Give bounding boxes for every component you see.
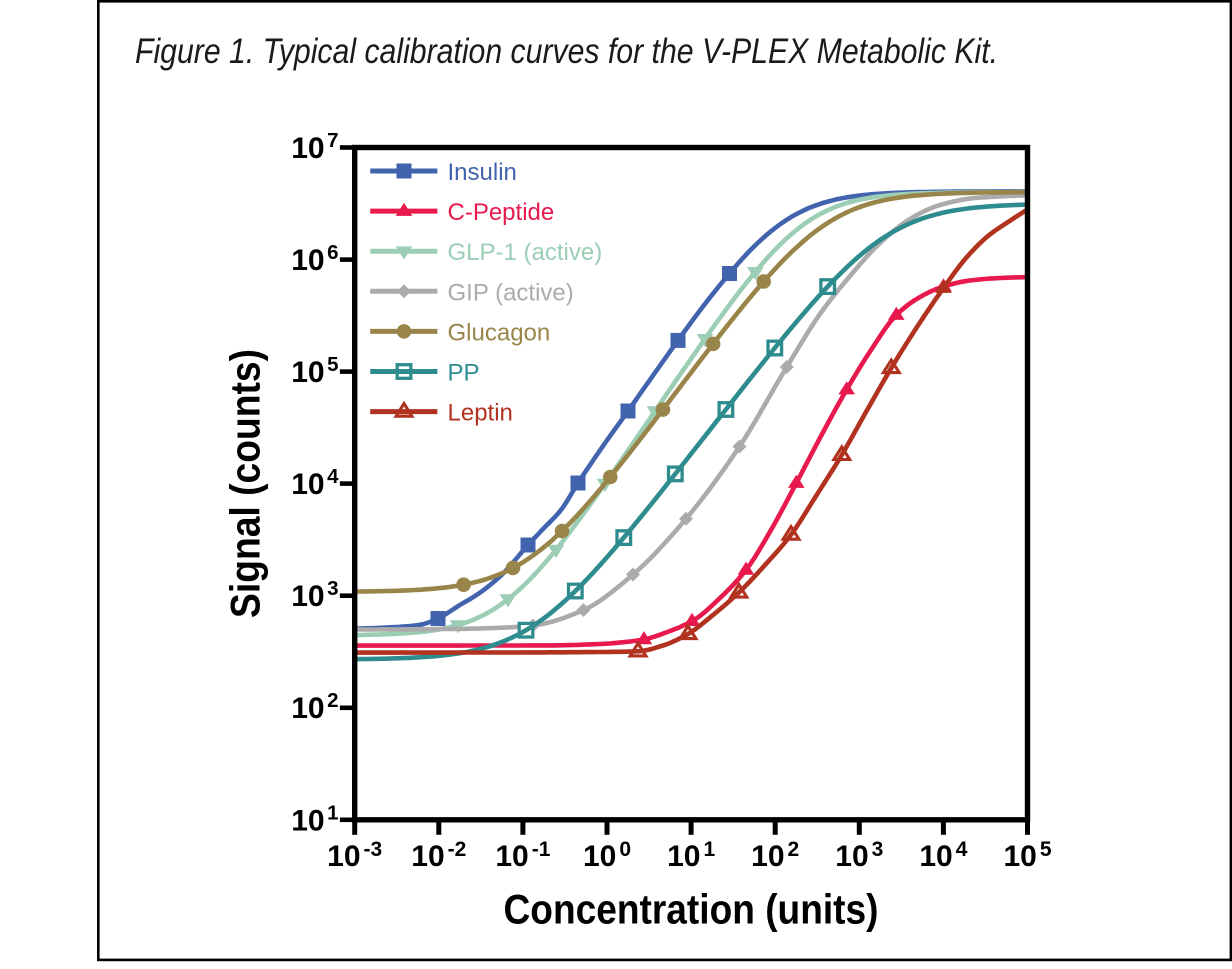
svg-text:GLP-1 (active): GLP-1 (active) [448,239,603,266]
svg-text:10-2: 10 -2 [411,838,466,873]
svg-text:102: 10 2 [291,689,338,725]
svg-text:Leptin: Leptin [448,400,513,427]
svg-text:Concentration (units): Concentration (units) [504,886,879,933]
svg-text:Glucagon: Glucagon [448,319,551,346]
svg-text:10-3: 10 -3 [327,838,382,873]
svg-text:Insulin: Insulin [448,159,517,186]
svg-text:C-Peptide: C-Peptide [448,199,555,226]
svg-text:Signal (counts): Signal (counts) [222,349,269,618]
svg-text:Figure 1. Typical calibration: Figure 1. Typical calibration curves for… [135,32,998,71]
svg-text:104: 10 4 [291,465,339,501]
svg-text:GIP (active): GIP (active) [448,279,574,306]
svg-text:PP: PP [448,360,480,387]
svg-text:100: 10 0 [583,838,631,873]
svg-text:10-1: 10 -1 [495,838,550,873]
